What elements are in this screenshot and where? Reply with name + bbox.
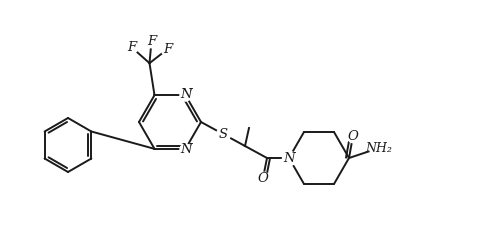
Text: S: S	[218, 128, 228, 140]
Text: O: O	[258, 172, 269, 184]
Text: N: N	[283, 151, 295, 165]
Text: F: F	[147, 35, 156, 48]
Text: N: N	[181, 88, 192, 101]
Text: N: N	[181, 143, 192, 156]
Text: NH₂: NH₂	[366, 142, 392, 154]
Text: N: N	[283, 151, 295, 165]
Text: O: O	[348, 129, 358, 143]
Text: N: N	[181, 143, 192, 156]
Text: F: F	[163, 43, 172, 56]
Text: N: N	[181, 88, 192, 101]
Text: F: F	[127, 41, 136, 54]
